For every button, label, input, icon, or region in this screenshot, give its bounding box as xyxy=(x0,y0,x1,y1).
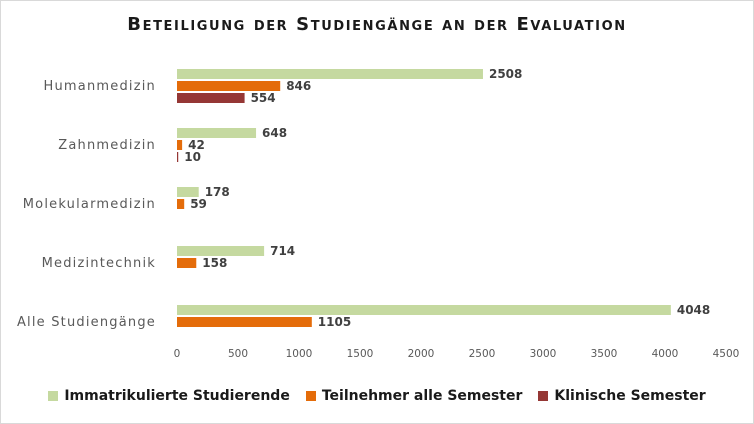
legend-swatch xyxy=(305,391,316,401)
x-tick-label: 2500 xyxy=(469,348,496,360)
data-label: 846 xyxy=(286,79,311,93)
data-label: 42 xyxy=(188,138,205,152)
data-label: 554 xyxy=(251,91,276,105)
legend-label: Klinische Semester xyxy=(554,388,706,404)
x-tick-label: 4500 xyxy=(713,348,740,360)
legend-swatch xyxy=(538,391,549,401)
data-label: 178 xyxy=(205,185,230,199)
chart-title: Beteiligung der Studiengänge an der Eval… xyxy=(127,14,627,35)
x-tick-label: 500 xyxy=(228,348,248,360)
data-label: 158 xyxy=(202,256,227,270)
x-tick-label: 3500 xyxy=(591,348,618,360)
bar xyxy=(177,128,257,138)
category-label: Medizintechnik xyxy=(42,256,156,271)
data-label: 648 xyxy=(262,126,287,140)
x-tick-label: 4000 xyxy=(652,348,679,360)
data-label: 59 xyxy=(190,197,207,211)
legend-item: Teilnehmer alle Semester xyxy=(305,388,523,404)
bar xyxy=(177,258,197,268)
category-label: Zahnmedizin xyxy=(58,138,156,153)
data-label: 714 xyxy=(270,244,295,258)
legend-item: Immatrikulierte Studierende xyxy=(48,388,290,404)
x-tick-label: 1500 xyxy=(347,348,374,360)
category-label: Molekularmedizin xyxy=(23,197,156,212)
bar xyxy=(177,199,185,209)
x-tick-label: 2000 xyxy=(408,348,435,360)
bar xyxy=(177,93,245,103)
bar xyxy=(177,152,179,162)
data-label: 2508 xyxy=(489,67,522,81)
bar xyxy=(177,246,265,256)
data-label: 10 xyxy=(184,150,201,164)
category-label: Humanmedizin xyxy=(44,79,156,94)
data-label: 1105 xyxy=(318,315,351,329)
bar xyxy=(177,69,483,79)
category-label: Alle Studiengänge xyxy=(17,315,156,330)
legend-label: Teilnehmer alle Semester xyxy=(321,388,523,404)
bar xyxy=(177,317,312,327)
x-tick-label: 1000 xyxy=(286,348,313,360)
legend-item: Klinische Semester xyxy=(538,388,706,404)
legend: Immatrikulierte Studierende Teilnehmer al… xyxy=(0,388,754,404)
data-label: 4048 xyxy=(677,303,710,317)
bar xyxy=(177,81,281,91)
x-tick-label: 3000 xyxy=(530,348,557,360)
legend-swatch xyxy=(48,391,59,401)
bar xyxy=(177,187,199,197)
legend-label: Immatrikulierte Studierende xyxy=(64,388,290,404)
bar xyxy=(177,140,183,150)
bar xyxy=(177,305,671,315)
x-tick-label: 0 xyxy=(174,348,181,360)
